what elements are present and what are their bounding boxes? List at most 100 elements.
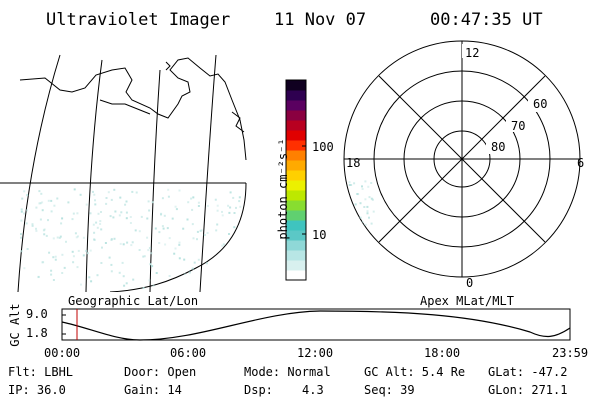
colorbar-segment	[286, 270, 306, 281]
aurora-speckle	[45, 234, 48, 237]
aurora-speckle	[359, 202, 362, 205]
colorbar	[286, 80, 306, 281]
orbit-xtick: 12:00	[297, 346, 334, 360]
aurora-speckle	[20, 250, 23, 253]
aurora-speckle	[191, 223, 194, 226]
aurora-speckle	[138, 230, 141, 233]
aurora-speckle	[41, 209, 44, 212]
aurora-speckle	[228, 233, 230, 235]
aurora-speckle	[171, 217, 174, 220]
orbit-curve	[61, 310, 571, 341]
aurora-speckle	[122, 243, 125, 246]
aurora-speckle	[110, 270, 113, 273]
orbit-ylabel: GC Alt	[8, 303, 22, 347]
aurora-speckle	[82, 254, 85, 257]
aurora-speckle	[97, 212, 100, 215]
aurora-speckle	[114, 210, 117, 213]
lat-label-60: 60	[533, 97, 548, 111]
status-ip: IP: 36.0	[8, 383, 66, 397]
aurora-speckle	[92, 190, 94, 193]
meridian-line	[85, 59, 103, 292]
colorbar-segment	[286, 240, 306, 251]
lat-label-70: 70	[511, 119, 526, 133]
aurora-speckle	[76, 212, 79, 215]
aurora-speckle	[187, 201, 190, 204]
aurora-speckle	[149, 263, 152, 266]
aurora-speckle	[146, 236, 149, 239]
aurora-speckle	[96, 226, 99, 229]
aurora-speckle	[167, 188, 170, 191]
aurora-speckle	[72, 255, 75, 258]
aurora-speckle	[125, 200, 128, 203]
aurora-speckle	[130, 244, 133, 247]
aurora-speckle	[348, 184, 351, 186]
aurora-speckle	[233, 212, 236, 214]
aurora-speckle	[366, 212, 369, 215]
aurora-speckle	[196, 230, 199, 233]
aurora-speckle	[192, 196, 195, 199]
aurora-speckle	[356, 193, 359, 195]
aurora-speckle	[72, 212, 75, 215]
aurora-speckle	[42, 229, 45, 232]
aurora-speckle	[47, 199, 50, 202]
aurora-speckle	[174, 205, 177, 208]
aurora-speckle	[131, 190, 134, 193]
aurora-speckle	[89, 249, 92, 252]
aurora-speckle	[348, 181, 351, 184]
aurora-speckle	[35, 227, 37, 230]
globe-limb	[109, 182, 247, 292]
aurora-speckle	[20, 210, 23, 213]
aurora-speckle	[183, 258, 186, 261]
aurora-speckle	[23, 212, 25, 215]
aurora-speckle	[67, 201, 70, 204]
colorbar-segment	[286, 230, 306, 241]
aurora-speckle	[96, 274, 99, 277]
status-door: Door: Open	[124, 365, 197, 379]
aurora-speckle	[216, 209, 219, 212]
colorbar-segment	[286, 180, 306, 191]
aurora-speckle	[349, 203, 351, 206]
colorbar-segment	[286, 200, 306, 211]
aurora-speckle	[216, 204, 219, 207]
lat-label-80: 80	[491, 140, 506, 154]
aurora-speckle	[65, 240, 67, 243]
aurora-speckle	[104, 242, 107, 244]
aurora-speckle	[193, 261, 196, 264]
orbit-xtick: 00:00	[44, 346, 81, 360]
coastline	[99, 99, 151, 115]
aurora-speckle	[37, 275, 40, 278]
aurora-speckle	[21, 197, 24, 200]
status-mode: Mode: Normal	[244, 365, 331, 379]
date-label: 11 Nov 07	[274, 10, 367, 30]
colorbar-segment	[286, 130, 306, 141]
aurora-speckle	[154, 227, 157, 230]
aurora-speckle	[119, 242, 122, 245]
aurora-speckle	[350, 184, 353, 186]
aurora-speckle	[26, 194, 29, 197]
aurora-speckle	[350, 211, 352, 214]
colorbar-tick-100: 100	[312, 140, 334, 154]
aurora-speckle	[80, 283, 82, 286]
aurora-speckle	[160, 213, 162, 216]
aurora-speckle	[147, 249, 150, 252]
aurora-speckle	[71, 250, 74, 253]
app-title: Ultraviolet Imager	[46, 10, 231, 30]
aurora-speckle	[79, 193, 82, 196]
aurora-speckle	[131, 241, 134, 244]
aurora-speckle	[71, 218, 74, 221]
aurora-speckle	[85, 203, 88, 206]
aurora-speckle	[54, 255, 57, 258]
aurora-speckle	[164, 243, 167, 246]
aurora-speckle	[59, 235, 62, 238]
aurora-speckle	[370, 222, 373, 225]
aurora-speckle	[105, 202, 108, 205]
aurora-speckle	[74, 232, 77, 235]
aurora-speckle	[178, 241, 181, 244]
aurora-speckle	[100, 211, 102, 213]
aurora-speckle	[349, 212, 352, 215]
coastline	[19, 57, 247, 161]
colorbar-tick-10: 10	[312, 228, 327, 242]
aurora-speckle	[134, 229, 137, 232]
aurora-speckle	[20, 250, 23, 252]
aurora-speckle	[38, 190, 41, 193]
